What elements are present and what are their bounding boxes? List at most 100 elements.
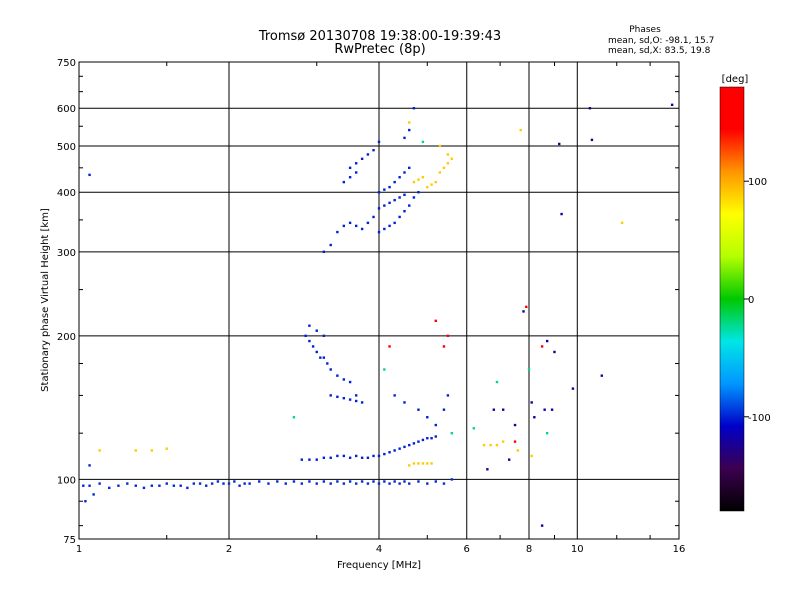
data-point <box>300 458 304 461</box>
data-point <box>482 443 486 447</box>
data-point <box>620 221 624 225</box>
data-point <box>360 480 364 483</box>
y-axis-label: Stationary phase Virtual Height [km] <box>40 208 51 392</box>
data-point <box>319 356 322 359</box>
data-point <box>308 324 311 327</box>
data-point <box>398 196 401 199</box>
data-point <box>489 443 492 447</box>
data-point <box>446 153 450 156</box>
data-point <box>108 486 111 490</box>
data-point <box>354 482 358 485</box>
data-point <box>276 480 279 483</box>
data-point <box>150 449 154 452</box>
data-point <box>560 212 563 216</box>
data-point <box>248 482 251 485</box>
data-point <box>315 458 318 461</box>
data-point <box>426 482 429 485</box>
data-point <box>360 227 364 231</box>
data-point <box>486 468 489 471</box>
data-point <box>434 319 437 323</box>
data-point <box>377 482 381 485</box>
phase-stats-header: Phases <box>629 25 661 35</box>
data-point <box>426 462 429 465</box>
data-points <box>82 103 674 527</box>
y-tick-label: 200 <box>57 332 76 343</box>
data-point <box>216 480 220 483</box>
data-point <box>501 440 505 443</box>
data-point <box>513 440 517 443</box>
data-point <box>408 204 411 207</box>
data-point <box>442 482 446 485</box>
plot-frame <box>78 61 680 540</box>
data-point <box>192 482 196 485</box>
data-point <box>372 215 375 219</box>
data-point <box>426 437 429 440</box>
data-point <box>186 486 189 490</box>
data-point <box>403 445 406 449</box>
x-tick-labels: 1 2 4 6 8 10 16 <box>76 544 686 555</box>
data-point <box>354 171 358 174</box>
data-point <box>172 484 176 487</box>
data-point <box>393 449 396 452</box>
data-point <box>315 482 318 485</box>
colorbar-tick-label: 0 <box>748 295 754 306</box>
data-point <box>421 176 425 179</box>
x-tick-label: 2 <box>226 544 232 555</box>
data-point <box>421 140 425 144</box>
data-point <box>179 484 182 487</box>
data-point <box>322 250 326 254</box>
data-point <box>421 462 425 465</box>
data-point <box>322 334 326 338</box>
data-point <box>354 162 358 165</box>
data-point <box>393 394 396 397</box>
data-point <box>403 480 406 483</box>
data-point <box>527 368 531 371</box>
x-tick-label: 10 <box>571 544 584 555</box>
chart-title: Tromsø 20130708 19:38:00-19:39:43 <box>258 29 501 44</box>
data-point <box>150 484 154 487</box>
data-point <box>98 482 101 485</box>
data-point <box>84 500 87 503</box>
data-point <box>308 480 311 483</box>
data-point <box>398 447 401 450</box>
data-point <box>522 310 525 313</box>
data-point <box>388 345 391 348</box>
data-point <box>442 166 446 170</box>
data-point <box>430 183 433 186</box>
data-point <box>292 416 296 419</box>
data-point <box>348 480 352 483</box>
data-point <box>388 482 391 485</box>
plot-area: 1 2 4 6 8 10 16 75 100 200 300 400 500 600 750 <box>57 58 685 555</box>
data-point <box>383 227 386 231</box>
data-point <box>372 148 375 152</box>
data-point <box>377 191 381 194</box>
data-point <box>360 157 364 161</box>
data-point <box>326 362 329 365</box>
data-point <box>336 374 339 377</box>
data-point <box>348 398 352 401</box>
data-point <box>82 484 85 487</box>
data-point <box>198 482 202 485</box>
y-tick-label: 500 <box>57 142 76 153</box>
data-point <box>513 423 517 427</box>
data-point <box>348 176 352 179</box>
data-point <box>446 162 450 165</box>
data-point <box>348 456 352 459</box>
colorbar-tick-label: -100 <box>748 413 771 424</box>
data-point <box>412 180 416 184</box>
data-point <box>354 454 358 458</box>
data-point <box>342 454 346 458</box>
data-point <box>450 431 454 435</box>
data-point <box>426 185 429 189</box>
data-point <box>354 394 358 397</box>
data-point <box>550 408 554 411</box>
colorbar-tick-label: 100 <box>748 177 767 188</box>
data-point <box>342 396 346 400</box>
data-point <box>540 345 544 348</box>
data-point <box>92 493 95 496</box>
data-point <box>472 427 476 430</box>
data-point <box>446 334 450 338</box>
x-tick-label: 8 <box>526 544 532 555</box>
data-point <box>412 442 416 445</box>
